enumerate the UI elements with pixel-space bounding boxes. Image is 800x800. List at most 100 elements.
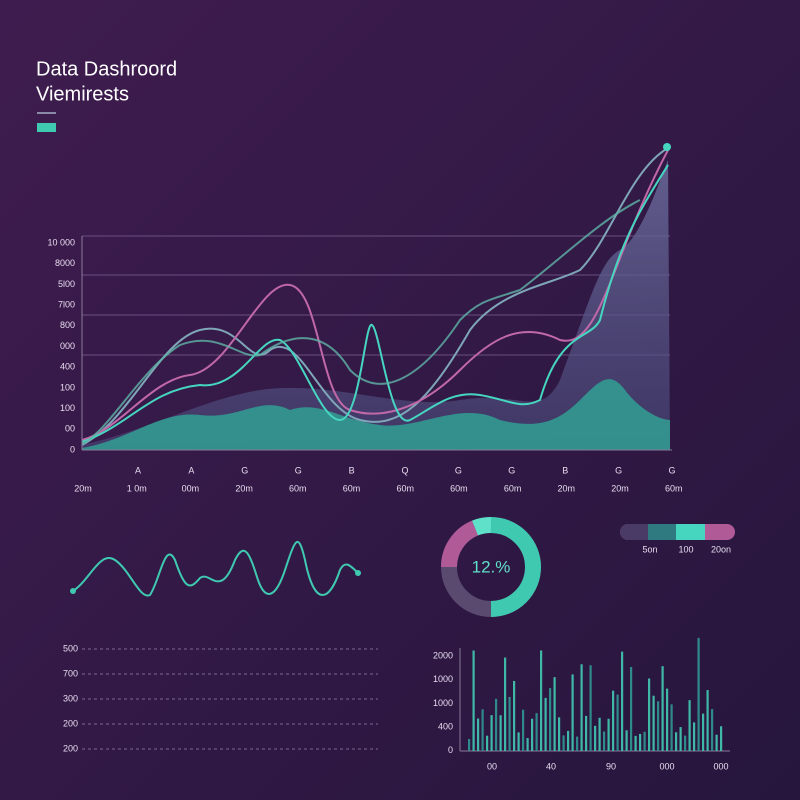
y-label: 10 000 [47,237,75,247]
x-letter: G [295,465,302,475]
bar [472,650,475,751]
x-label: 60m [450,483,468,493]
x-label: 20m [611,483,629,493]
area [82,379,670,450]
bar [481,709,484,751]
bar [612,690,615,751]
bar [522,709,525,751]
bar [715,734,718,751]
x-label: 60m [665,483,683,493]
bar [679,727,682,751]
bar [558,717,561,751]
bar [639,733,642,751]
y-label: 8000 [55,258,75,268]
bar [576,736,579,751]
y-label: 00 [65,424,75,434]
point [355,570,361,576]
x-label: 20m [558,483,576,493]
y-label: 200 [63,743,78,753]
x-label: 60m [343,483,361,493]
bar [697,637,700,751]
y-label: 0 [448,745,453,755]
point [663,143,671,151]
bar [702,713,705,751]
y-label: 000 [60,341,75,351]
bar [513,680,516,751]
bar [706,690,709,751]
bar [711,709,714,751]
y-label: 100 [60,403,75,413]
legend-segment [648,524,676,540]
x-letter: G [615,465,622,475]
wave-line [72,540,359,597]
legend-swatch [37,123,56,132]
y-label: 400 [438,721,453,731]
donut: 12.% [440,517,541,617]
x-label: 40 [546,761,556,771]
bar [567,730,570,751]
legend-label: 5on [642,544,657,554]
x-label: 90 [606,761,616,771]
bar [585,715,588,751]
line [81,164,669,443]
bar [486,735,489,751]
bar [666,688,669,751]
y-label: 0 [70,444,75,454]
bars [468,637,723,751]
x-label: 1 0m [127,483,147,493]
donut-segment [440,520,479,568]
bar [634,735,637,751]
bar [508,696,511,751]
x-letter: B [562,465,568,475]
title: Data Dashroord [36,58,177,80]
bar [603,731,606,751]
bar [684,735,687,751]
bar [670,704,673,751]
donut-segment [490,517,541,617]
bar [621,651,624,751]
x-label: 60m [504,483,522,493]
point [70,588,76,594]
bar [544,697,547,751]
bar [526,738,529,751]
y-label: 800 [60,320,75,330]
x-letter: Q [401,465,408,475]
y-label: 1000 [433,698,453,708]
bar [499,715,502,751]
legend-label: 20on [711,544,731,554]
x-letter: G [508,465,515,475]
x-letter: B [349,465,355,475]
y-label: 500 [63,643,78,653]
legend-bar [620,524,735,540]
x-letter: G [668,465,675,475]
subtitle: Viemirests [36,83,129,105]
bar [517,732,520,751]
bar [540,650,543,751]
x-label: 00m [182,483,200,493]
bar [675,732,678,751]
bar [643,731,646,751]
main-chart [81,143,672,451]
bar [531,718,534,751]
bar [571,674,574,751]
donut-label: 12.% [472,557,511,576]
bar [468,739,471,751]
bar [648,678,651,751]
y-label: 400 [60,362,75,372]
y-label: 5l00 [58,279,75,289]
bar [549,688,552,751]
bar [589,665,592,751]
bar [693,722,696,751]
bar [630,666,633,751]
bar [495,698,498,751]
bar [720,726,723,751]
bar [490,715,493,751]
x-label: 60m [396,483,414,493]
y-label: 7l00 [58,299,75,309]
bar [594,725,597,751]
x-letter: G [455,465,462,475]
y-label: 300 [63,693,78,703]
bar [580,664,583,751]
x-letter: A [188,465,194,475]
bar [562,735,565,751]
